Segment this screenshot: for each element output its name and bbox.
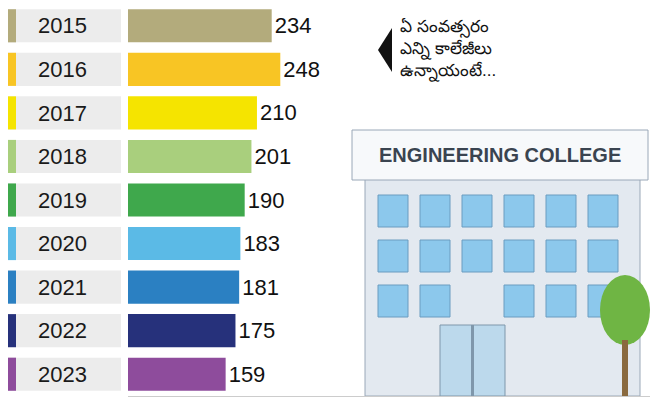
svg-text:2016: 2016 [38, 57, 87, 82]
svg-text:159: 159 [229, 362, 266, 387]
svg-text:210: 210 [260, 100, 297, 125]
svg-text:2023: 2023 [38, 362, 87, 387]
svg-text:2022: 2022 [38, 318, 87, 343]
svg-text:2018: 2018 [38, 144, 87, 169]
svg-text:175: 175 [238, 318, 275, 343]
svg-text:201: 201 [254, 144, 291, 169]
svg-text:2019: 2019 [38, 188, 87, 213]
svg-text:ఏ సంవత్సరంఎన్ని కాలేజీలుఉన్నాయ: ఏ సంవత్సరంఎన్ని కాలేజీలుఉన్నాయంటే... [400, 17, 496, 82]
svg-text:2021: 2021 [38, 275, 87, 300]
svg-text:2020: 2020 [38, 231, 87, 256]
svg-text:2017: 2017 [38, 101, 87, 126]
svg-text:190: 190 [248, 188, 285, 213]
svg-text:183: 183 [243, 231, 280, 256]
svg-text:234: 234 [275, 13, 312, 38]
svg-text:ENGINEERING COLLEGE: ENGINEERING COLLEGE [379, 144, 621, 166]
svg-text:181: 181 [242, 275, 279, 300]
svg-text:248: 248 [283, 57, 320, 82]
svg-text:2015: 2015 [38, 13, 87, 38]
